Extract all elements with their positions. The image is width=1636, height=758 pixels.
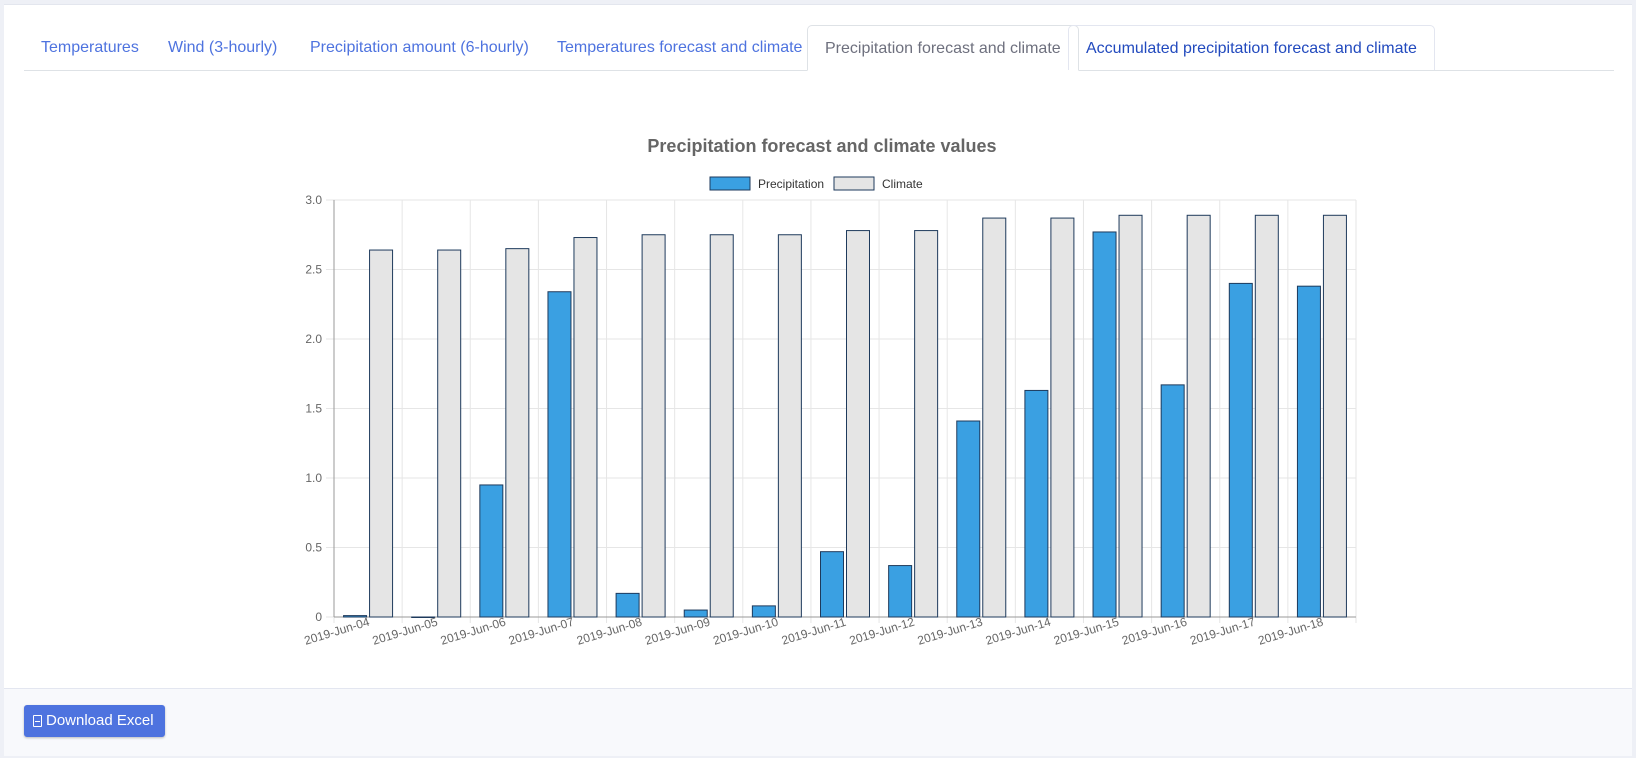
x-tick-label: 2019-Jun-12 bbox=[848, 615, 917, 648]
y-tick-label: 2.0 bbox=[305, 332, 322, 346]
bar-precipitation bbox=[1160, 384, 1185, 618]
bar-climate bbox=[573, 237, 598, 618]
bar-climate bbox=[777, 234, 802, 618]
bar-climate bbox=[1186, 214, 1211, 618]
y-tick-label: 1.5 bbox=[305, 402, 322, 416]
bar-precipitation bbox=[343, 615, 368, 618]
tab-precipitation-amount[interactable]: Precipitation amount (6-hourly) bbox=[310, 39, 529, 56]
bar-precipitation bbox=[820, 551, 844, 618]
x-tick-label: 2019-Jun-16 bbox=[1120, 615, 1189, 648]
x-tick-label: 2019-Jun-08 bbox=[575, 615, 644, 648]
bar-climate bbox=[1050, 217, 1075, 618]
bar-precipitation bbox=[888, 565, 913, 618]
bar-precipitation bbox=[615, 592, 640, 618]
x-tick-label: 2019-Jun-05 bbox=[371, 615, 440, 648]
y-tick-label: 0.5 bbox=[305, 541, 322, 555]
legend-label-climate: Climate bbox=[882, 177, 923, 191]
card-footer: Download Excel bbox=[4, 688, 1632, 756]
y-tick-label: 3.0 bbox=[305, 193, 322, 207]
bar-climate bbox=[437, 249, 462, 618]
bar-climate bbox=[641, 234, 666, 618]
bar-climate bbox=[369, 249, 394, 618]
bar-precipitation bbox=[1228, 282, 1253, 618]
bar-climate bbox=[505, 248, 530, 618]
tab-temperatures-forecast-climate[interactable]: Temperatures forecast and climate bbox=[557, 39, 803, 56]
x-tick-label: 2019-Jun-11 bbox=[780, 615, 848, 648]
x-tick-label: 2019-Jun-06 bbox=[439, 615, 508, 648]
x-tick-label: 2019-Jun-17 bbox=[1188, 615, 1257, 648]
file-excel-icon bbox=[33, 715, 42, 727]
bar-precipitation bbox=[956, 420, 981, 618]
download-excel-label: Download Excel bbox=[46, 712, 154, 729]
tab-precipitation-forecast-climate[interactable]: Precipitation forecast and climate bbox=[807, 25, 1079, 71]
bar-climate bbox=[1118, 214, 1143, 618]
x-tick-label: 2019-Jun-14 bbox=[984, 615, 1053, 648]
tab-temperatures[interactable]: Temperatures bbox=[41, 39, 139, 56]
y-tick-label: 2.5 bbox=[305, 263, 322, 277]
bar-precipitation bbox=[479, 484, 504, 618]
bar-climate bbox=[982, 217, 1007, 618]
legend-swatch-climate bbox=[833, 176, 875, 191]
bar-precipitation bbox=[547, 291, 572, 618]
precipitation-chart: Precipitation forecast and climate value… bbox=[303, 136, 1357, 648]
legend-label-precipitation: Precipitation bbox=[758, 177, 824, 191]
bar-precipitation bbox=[1092, 231, 1117, 618]
x-tick-label: 2019-Jun-07 bbox=[507, 615, 576, 648]
x-tick-label: 2019-Jun-09 bbox=[643, 615, 712, 648]
download-excel-button[interactable]: Download Excel bbox=[24, 705, 165, 737]
x-tick-label: 2019-Jun-04 bbox=[303, 615, 372, 648]
x-tick-label: 2019-Jun-10 bbox=[711, 615, 780, 648]
bar-precipitation bbox=[1024, 389, 1049, 618]
legend-swatch-precipitation bbox=[709, 176, 751, 191]
x-tick-label: 2019-Jun-15 bbox=[1052, 615, 1121, 648]
tab-accumulated-precipitation[interactable]: Accumulated precipitation forecast and c… bbox=[1068, 25, 1435, 70]
bar-climate bbox=[1254, 214, 1279, 618]
chart-card: Temperatures Wind (3-hourly) Precipitati… bbox=[4, 4, 1632, 756]
chart-title: Precipitation forecast and climate value… bbox=[647, 136, 996, 156]
bar-climate bbox=[914, 230, 939, 618]
bar-climate bbox=[709, 234, 734, 618]
bar-climate bbox=[1322, 214, 1347, 618]
y-tick-label: 0 bbox=[315, 610, 322, 624]
x-tick-label: 2019-Jun-18 bbox=[1256, 615, 1325, 648]
y-tick-label: 1.0 bbox=[305, 471, 322, 485]
bar-precipitation bbox=[1296, 285, 1321, 618]
bar-precipitation bbox=[751, 605, 776, 618]
bar-precipitation bbox=[683, 609, 708, 618]
bar-precipitation bbox=[411, 616, 436, 618]
tab-wind[interactable]: Wind (3-hourly) bbox=[168, 39, 278, 56]
x-tick-label: 2019-Jun-13 bbox=[916, 615, 985, 648]
tab-bar: Temperatures Wind (3-hourly) Precipitati… bbox=[24, 25, 1614, 71]
bar-climate bbox=[846, 230, 870, 618]
